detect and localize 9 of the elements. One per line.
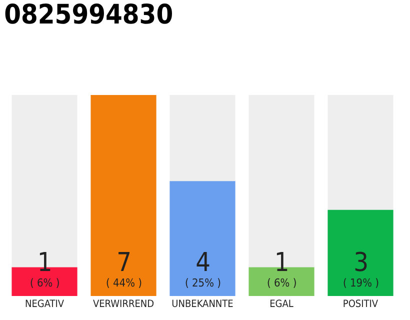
data-label: 3 ( 19% ) — [343, 248, 380, 290]
data-label: 4 ( 25% ) — [185, 248, 222, 290]
x-tick-label: VERWIRREND — [92, 299, 154, 310]
x-tick-label: NEGATIV — [24, 299, 65, 310]
x-tick-label: POSITIV — [342, 299, 379, 310]
x-tick-label: EGAL — [270, 299, 294, 310]
data-label: 7 ( 44% ) — [106, 248, 142, 290]
chart-title: 0825994830 — [4, 0, 174, 31]
x-tick-label: UNBEKANNTE — [172, 299, 234, 310]
